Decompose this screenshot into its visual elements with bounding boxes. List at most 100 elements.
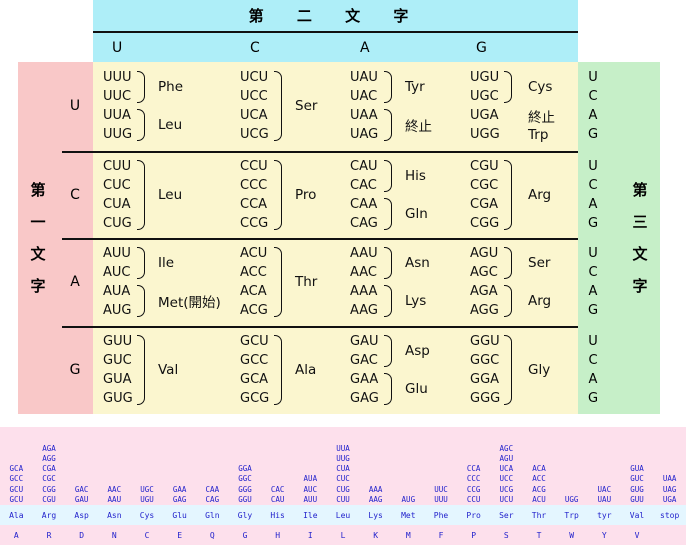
- codon: GCU: [9, 494, 24, 504]
- codon: AGA: [42, 443, 56, 453]
- amino-acid-label: Ile: [158, 255, 175, 271]
- amino-acid-name: Pro: [466, 510, 481, 520]
- codon: AUC: [303, 484, 318, 494]
- amino-acid-letter-row: [0, 525, 686, 545]
- amino-acid-letter: S: [503, 530, 509, 540]
- codon: AUA: [303, 474, 318, 484]
- third-letter: U: [588, 246, 598, 261]
- codon: UUU: [103, 70, 132, 85]
- amino-acid-letter: L: [340, 530, 346, 540]
- codon: AGC: [499, 443, 514, 453]
- amino-acid-label: Asn: [405, 255, 430, 271]
- codon: ACA: [240, 284, 267, 299]
- codon: GAC: [350, 353, 378, 368]
- codon: AGG: [42, 453, 56, 463]
- brace-icon: [504, 160, 512, 230]
- amino-acid-letter: E: [177, 530, 183, 540]
- codon-list-ser: AGC AGU UCA UCC UCG UCU: [490, 427, 523, 505]
- amino-acid-label: Glu: [405, 381, 428, 397]
- amino-acid-letter: P: [471, 530, 477, 540]
- amino-acid-name-row: [0, 505, 686, 525]
- brace-icon: [137, 247, 145, 279]
- third-letter: G: [587, 127, 599, 142]
- codon: UCC: [499, 474, 514, 484]
- amino-acid-label: Gln: [405, 206, 428, 222]
- third-letter: C: [588, 353, 598, 368]
- amino-acid-name: Gln: [205, 510, 220, 520]
- codon: GGA: [470, 372, 500, 387]
- first-letter-u: U: [69, 98, 81, 114]
- amino-acid-name: tyr: [597, 510, 612, 520]
- codon-list-arg: AGA AGG CGA CGC CGG CGU: [33, 427, 66, 505]
- third-letter: U: [588, 159, 598, 174]
- codon: CAA: [205, 484, 220, 494]
- codon: AAU: [107, 494, 122, 504]
- amino-acid-label: Trp: [528, 126, 549, 143]
- codon: CUU: [103, 159, 132, 174]
- codon-list-met: AUG: [392, 427, 425, 505]
- amino-acid-letter: C: [144, 530, 150, 540]
- amino-acid-label: Phe: [158, 79, 184, 95]
- brace-icon: [384, 373, 392, 405]
- codon: AUG: [103, 303, 132, 318]
- codon: GUU: [103, 334, 133, 349]
- amino-acid-label: Arg: [528, 187, 552, 203]
- codon: GAA: [172, 484, 187, 494]
- brace-icon: [384, 198, 392, 230]
- brace-icon: [504, 285, 512, 317]
- third-letter: A: [588, 108, 598, 123]
- codon: GAU: [74, 494, 89, 504]
- third-letter-title-char: 文: [632, 245, 648, 263]
- codon: UUA: [103, 108, 131, 123]
- first-letter-title-char: 第: [30, 181, 46, 199]
- codon: UUC: [434, 484, 448, 494]
- codon-list-phe: UUC UUU: [425, 427, 458, 505]
- third-letter: A: [588, 197, 598, 212]
- amino-acid-name: Phe: [433, 510, 449, 520]
- codon: UCA: [499, 464, 514, 474]
- codon: GGU: [238, 494, 252, 504]
- codon-list-lys: AAA AAG: [359, 427, 392, 505]
- third-letter-title-char: 三: [632, 213, 648, 231]
- third-letter: C: [588, 265, 598, 280]
- amino-acid-name: His: [270, 510, 285, 520]
- brace-icon: [274, 160, 282, 230]
- amino-acid-letter: G: [242, 530, 248, 540]
- codon: AGU: [470, 246, 499, 261]
- amino-acid-name: Lys: [368, 510, 383, 520]
- amino-acid-letter: W: [569, 530, 575, 540]
- codon: GCA: [240, 372, 269, 387]
- codon: UUC: [103, 89, 132, 104]
- codon: GGC: [470, 353, 500, 368]
- codon: AGG: [470, 303, 499, 318]
- amino-acid-letter: K: [373, 530, 379, 540]
- codon: CUU: [336, 494, 350, 504]
- column-header-a: A: [360, 39, 370, 56]
- codon: UUU: [434, 494, 448, 504]
- row-divider: [62, 238, 578, 240]
- third-letter: U: [588, 334, 598, 349]
- amino-acid-label: Leu: [158, 117, 183, 133]
- third-letter: C: [588, 89, 598, 104]
- brace-icon: [274, 335, 282, 405]
- codon: CGC: [470, 178, 499, 193]
- codon: GUA: [630, 464, 644, 474]
- codon-list-cys: UGC UGU: [131, 427, 164, 505]
- codon-list-leu: UUA UUG CUA CUC CUG CUU: [327, 427, 360, 505]
- codon: ACU: [532, 494, 546, 504]
- first-letter-title-char: 字: [30, 277, 46, 295]
- codon: GGG: [470, 391, 501, 406]
- amino-acid-letter: R: [46, 530, 52, 540]
- amino-acid-letter: D: [79, 530, 85, 540]
- codon: GGA: [238, 464, 252, 474]
- codon: UAC: [350, 89, 378, 104]
- third-letter: G: [587, 391, 599, 406]
- codon: CAG: [205, 494, 220, 504]
- codon: CAG: [350, 216, 378, 231]
- codon-list-glu: GAA GAG: [163, 427, 196, 505]
- amino-acid-name: Asn: [107, 510, 122, 520]
- codon: ACG: [532, 484, 546, 494]
- codon: UAG: [350, 127, 379, 142]
- amino-acid-name: Thr: [531, 510, 547, 520]
